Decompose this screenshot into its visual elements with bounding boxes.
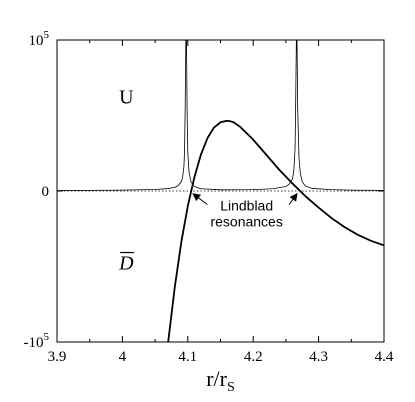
y-ticks: -105 0 105 bbox=[24, 29, 384, 351]
curve-label-d: D bbox=[118, 251, 135, 275]
x-ticks: 3.9 4 4.1 4.2 4.3 4.4 bbox=[48, 40, 394, 365]
y-tick-label: 0 bbox=[42, 184, 50, 200]
x-tick-label: 4.1 bbox=[178, 349, 197, 365]
series-line-d bbox=[167, 119, 384, 342]
series-line-u bbox=[57, 40, 384, 191]
curve-label-d-text: D bbox=[118, 253, 134, 275]
annotation-arrow-right bbox=[288, 192, 298, 205]
x-tick-label: 4 bbox=[119, 349, 127, 365]
annotation-arrow-left bbox=[192, 193, 208, 205]
curve-label-u: U bbox=[119, 86, 134, 108]
y-tick-label: 105 bbox=[29, 29, 50, 49]
x-tick-label: 3.9 bbox=[48, 349, 67, 365]
x-tick-label: 4.3 bbox=[309, 349, 328, 365]
series-layer bbox=[57, 40, 384, 342]
x-axis-label: r/rS bbox=[206, 366, 235, 395]
x-tick-label: 4.2 bbox=[244, 349, 263, 365]
annotation-text-line: resonances bbox=[210, 214, 282, 230]
x-tick-label: 4.4 bbox=[375, 349, 394, 365]
y-tick-label: -105 bbox=[24, 331, 50, 351]
annotation-text-line: Lindblad bbox=[220, 198, 273, 214]
